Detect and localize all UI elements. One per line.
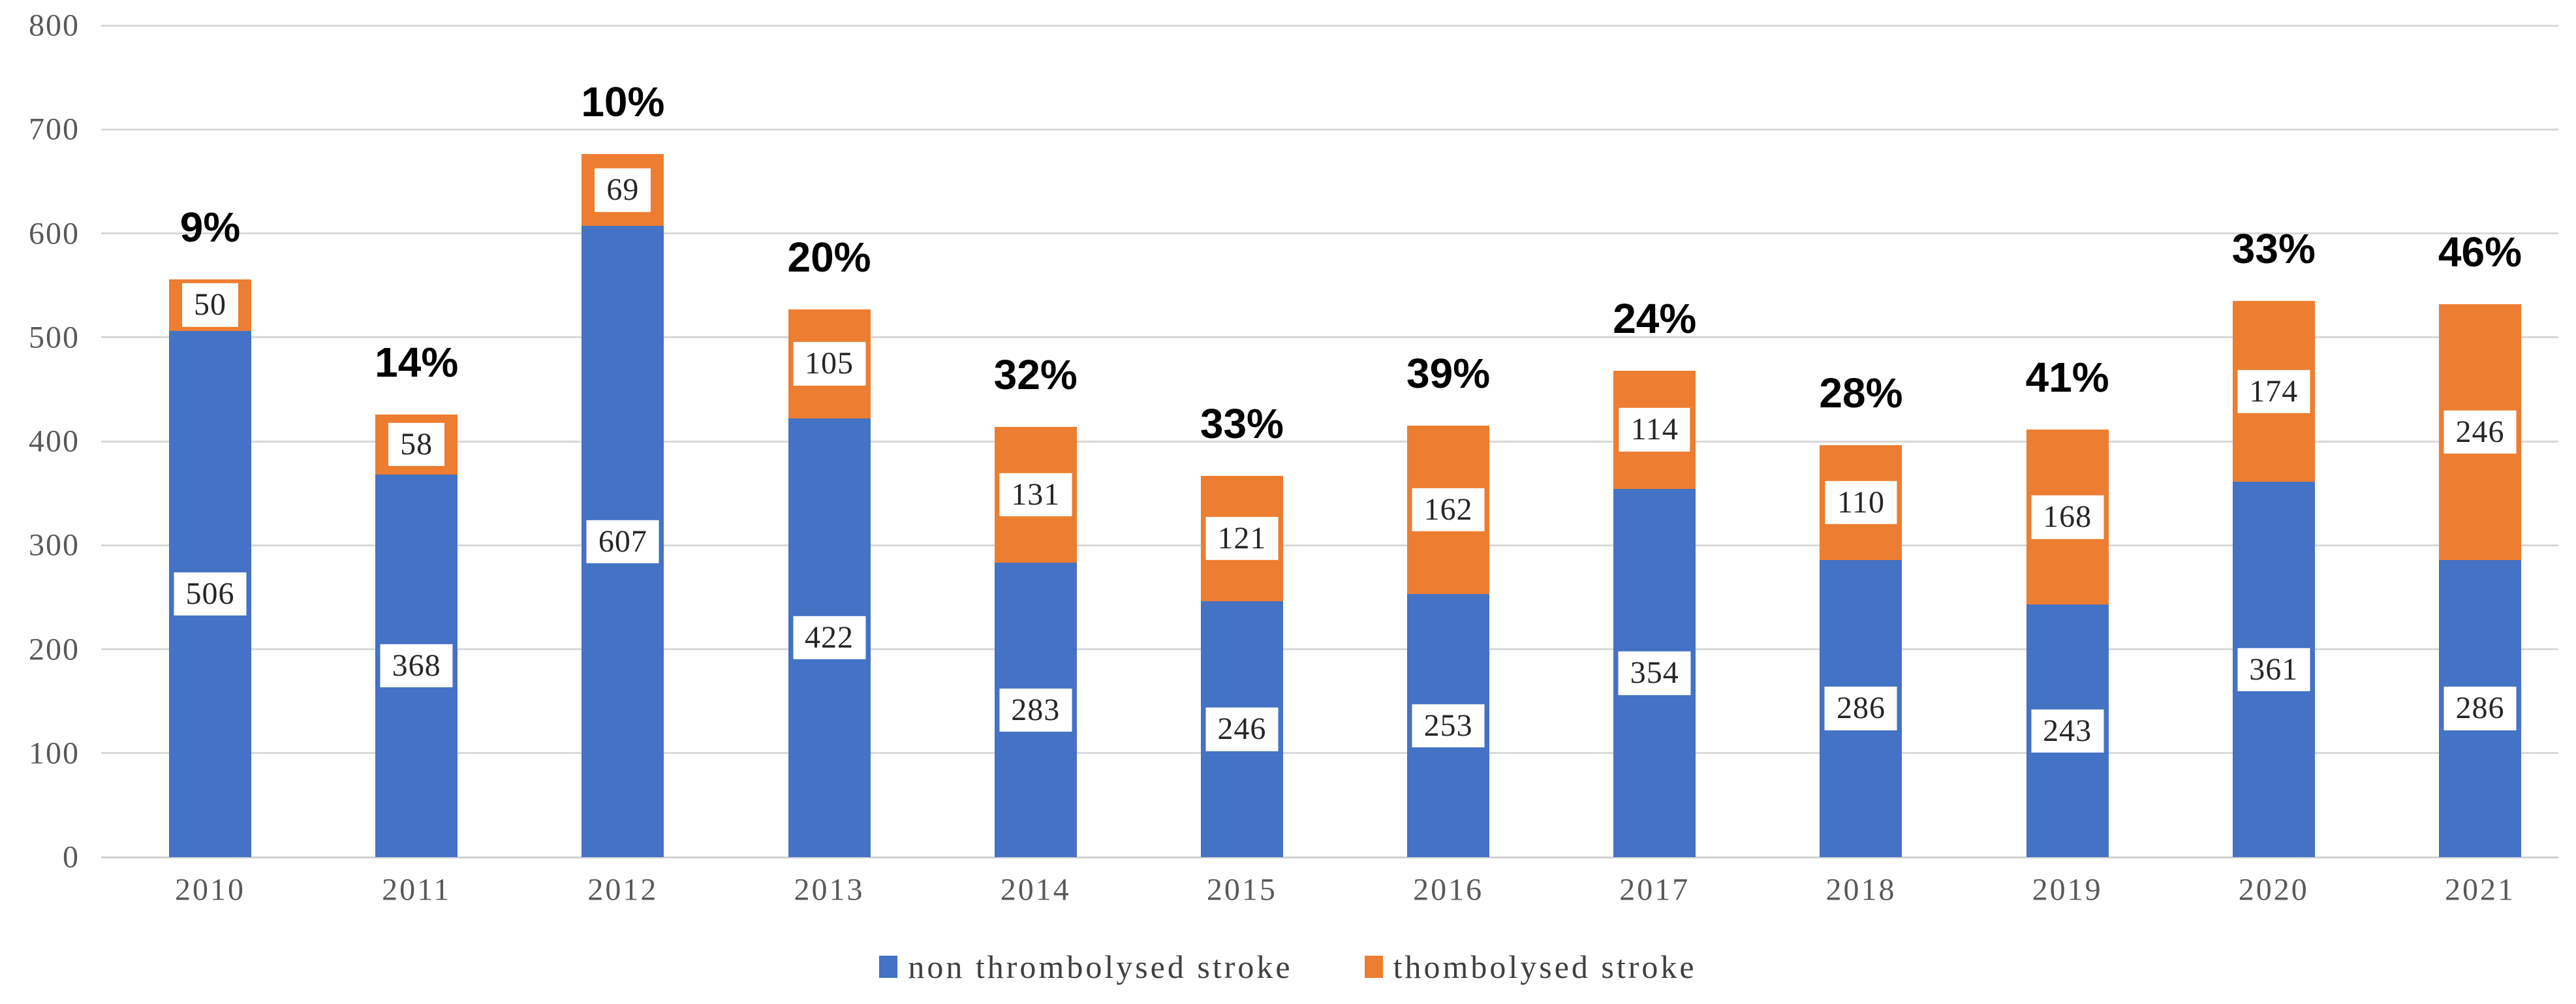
percent-label-2015: 33% bbox=[1200, 400, 1284, 447]
gridline bbox=[101, 440, 2558, 443]
data-label-orange-2013: 105 bbox=[793, 342, 866, 386]
data-label-blue-2016: 253 bbox=[1412, 704, 1485, 747]
x-tick-label-2010: 2010 bbox=[175, 872, 245, 907]
percent-label-2017: 24% bbox=[1613, 294, 1697, 342]
percent-label-2021: 46% bbox=[2438, 228, 2522, 275]
data-label-orange-2015: 121 bbox=[1205, 516, 1279, 561]
gridline bbox=[101, 232, 2558, 234]
data-label-blue-2018: 286 bbox=[1824, 687, 1897, 730]
y-tick-label: 300 bbox=[29, 527, 80, 563]
data-label-orange-2012: 69 bbox=[595, 168, 651, 212]
data-label-blue-2019: 243 bbox=[2031, 709, 2104, 753]
percent-label-2013: 20% bbox=[787, 233, 871, 281]
percent-label-2020: 33% bbox=[2231, 225, 2316, 272]
gridline bbox=[101, 336, 2558, 339]
y-tick-label: 100 bbox=[29, 736, 80, 771]
y-tick-label: 0 bbox=[63, 839, 80, 875]
y-tick-label: 400 bbox=[29, 424, 80, 459]
data-label-orange-2020: 174 bbox=[2237, 369, 2310, 413]
data-label-orange-2017: 114 bbox=[1619, 408, 1690, 452]
data-label-blue-2011: 368 bbox=[380, 644, 453, 688]
data-label-blue-2010: 506 bbox=[174, 572, 247, 616]
data-label-blue-2012: 607 bbox=[586, 520, 659, 563]
percent-label-2010: 9% bbox=[179, 203, 241, 251]
legend: non thrombolysed stroke thombolysed strok… bbox=[0, 948, 2576, 986]
y-tick-label: 600 bbox=[29, 216, 80, 251]
legend-item-thombolysed: thombolysed stroke bbox=[1364, 948, 1697, 986]
data-label-blue-2021: 286 bbox=[2444, 687, 2517, 730]
data-label-orange-2016: 162 bbox=[1412, 488, 1485, 532]
data-label-orange-2010: 50 bbox=[182, 283, 238, 327]
y-tick-label: 800 bbox=[29, 8, 80, 43]
gridline bbox=[101, 128, 2558, 131]
x-tick-label-2011: 2011 bbox=[382, 872, 452, 907]
data-label-blue-2015: 246 bbox=[1205, 707, 1279, 751]
x-tick-label-2020: 2020 bbox=[2238, 872, 2309, 907]
gridline bbox=[101, 24, 2558, 27]
gridline bbox=[101, 648, 2558, 650]
x-tick-label-2016: 2016 bbox=[1413, 872, 1484, 907]
y-tick-label: 700 bbox=[29, 112, 80, 147]
legend-label: thombolysed stroke bbox=[1393, 949, 1697, 985]
legend-item-non-thrombolysed: non thrombolysed stroke bbox=[879, 948, 1292, 986]
data-label-orange-2011: 58 bbox=[388, 422, 445, 466]
x-tick-label-2021: 2021 bbox=[2444, 872, 2515, 907]
percent-label-2011: 14% bbox=[375, 338, 459, 386]
percent-label-2018: 28% bbox=[1819, 369, 1903, 417]
y-tick-label: 200 bbox=[29, 632, 80, 667]
gridline bbox=[101, 752, 2558, 755]
percent-label-2016: 39% bbox=[1406, 350, 1491, 398]
data-label-orange-2014: 131 bbox=[999, 473, 1072, 517]
percent-label-2012: 10% bbox=[581, 78, 665, 126]
x-tick-label-2012: 2012 bbox=[587, 872, 659, 907]
data-label-blue-2013: 422 bbox=[793, 616, 866, 660]
x-tick-label-2019: 2019 bbox=[2032, 872, 2103, 907]
x-axis-line bbox=[101, 856, 2558, 858]
data-label-orange-2018: 110 bbox=[1825, 480, 1897, 525]
percent-label-2014: 32% bbox=[993, 351, 1078, 398]
y-tick-label: 500 bbox=[29, 320, 80, 355]
data-label-blue-2020: 361 bbox=[2237, 648, 2310, 691]
x-tick-label-2017: 2017 bbox=[1619, 872, 1690, 907]
percent-label-2019: 41% bbox=[2025, 354, 2109, 401]
data-label-orange-2021: 246 bbox=[2444, 410, 2517, 454]
x-tick-label-2014: 2014 bbox=[1000, 872, 1071, 907]
legend-label: non thrombolysed stroke bbox=[908, 949, 1293, 985]
legend-swatch-icon bbox=[879, 956, 898, 978]
data-label-blue-2017: 354 bbox=[1618, 651, 1691, 695]
data-label-orange-2019: 168 bbox=[2031, 495, 2104, 539]
legend-swatch-icon bbox=[1364, 956, 1383, 978]
x-tick-label-2018: 2018 bbox=[1825, 872, 1897, 907]
data-label-blue-2014: 283 bbox=[999, 688, 1072, 732]
gridline bbox=[101, 544, 2558, 546]
x-tick-label-2013: 2013 bbox=[794, 872, 865, 907]
x-tick-label-2015: 2015 bbox=[1206, 872, 1277, 907]
